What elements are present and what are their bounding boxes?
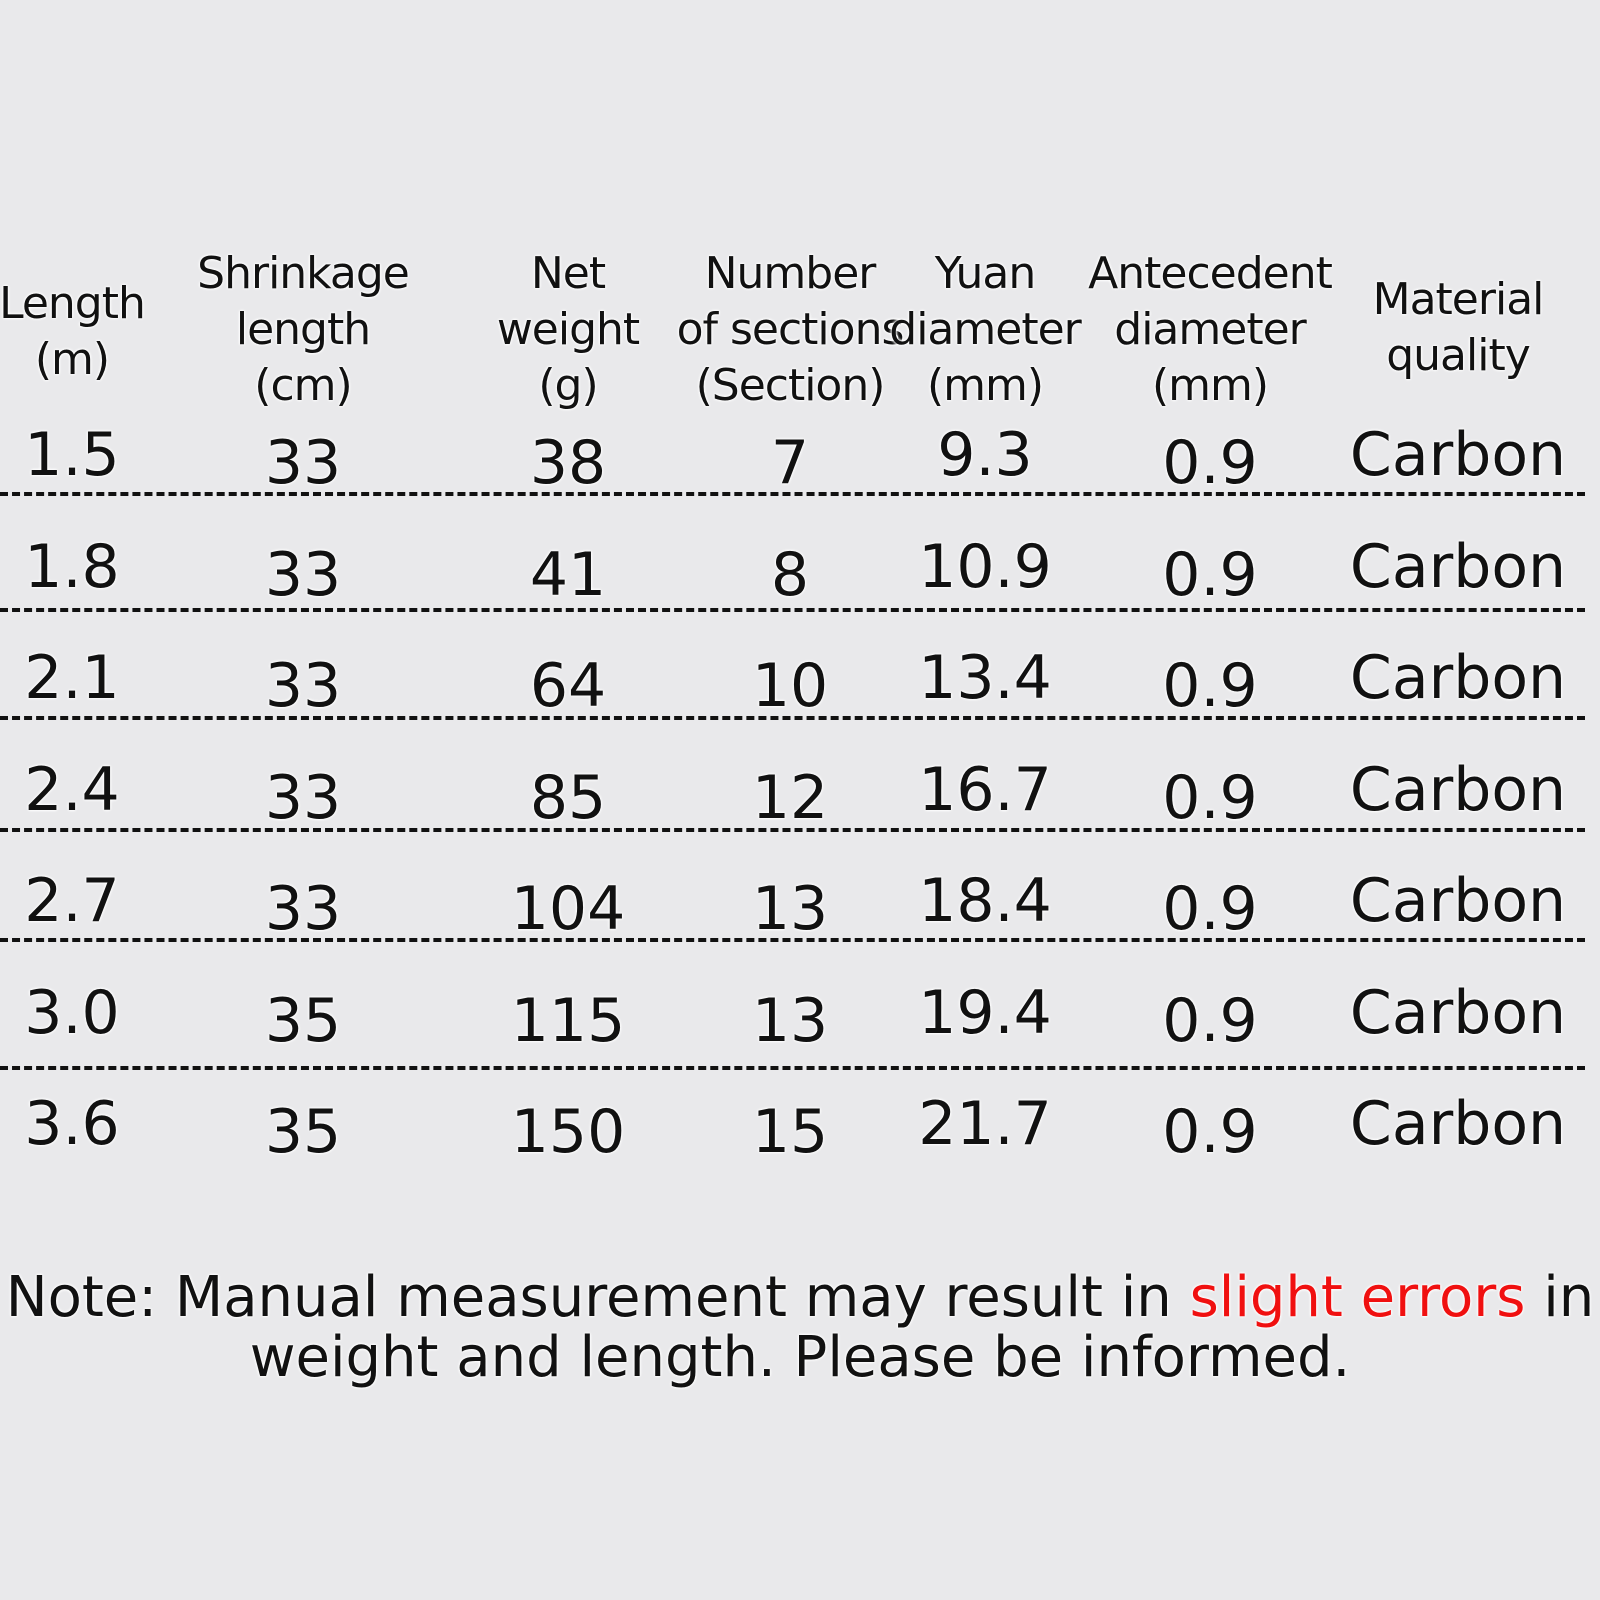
cell-length: 2.7 [24,866,120,936]
cell-shrinkage-length: 33 [264,763,342,833]
note-text: Note: Manual measurement may result in [5,1265,1190,1330]
row-divider [0,608,1585,612]
measurement-note: Note: Manual measurement may result in s… [0,1268,1600,1388]
header-yuan-diameter: Yuan diameter (mm) [855,246,1115,414]
cell-material: Carbon [1349,532,1567,602]
header-line: (mm) [926,360,1044,411]
cell-length: 1.5 [24,420,120,490]
cell-sections: 12 [751,763,829,833]
cell-yuan-diameter: 10.9 [918,532,1052,602]
cell-antecedent-diameter: 0.9 [1162,540,1258,610]
header-line: (mm) [1151,360,1269,411]
cell-net-weight: 104 [510,874,626,944]
cell-material: Carbon [1349,978,1567,1048]
cell-net-weight: 85 [529,763,607,833]
cell-antecedent-diameter: 0.9 [1162,763,1258,833]
cell-length: 1.8 [24,532,120,602]
cell-yuan-diameter: 13.4 [918,643,1052,713]
header-line: (m) [34,334,110,385]
cell-shrinkage-length: 33 [264,874,342,944]
cell-yuan-diameter: 19.4 [918,978,1052,1048]
cell-yuan-diameter: 18.4 [918,866,1052,936]
row-divider [0,938,1585,942]
cell-sections: 7 [770,428,810,498]
header-sections: Number of sections (Section) [660,246,920,414]
header-line: Yuan [934,248,1037,299]
header-length: Length (m) [0,276,202,388]
cell-length: 3.0 [24,978,120,1048]
cell-length: 2.1 [24,643,120,713]
header-line: (g) [538,360,598,411]
header-line: quality [1386,330,1531,381]
cell-antecedent-diameter: 0.9 [1162,1097,1258,1167]
cell-sections: 8 [770,540,810,610]
cell-net-weight: 115 [510,986,626,1056]
cell-material: Carbon [1349,866,1567,936]
cell-sections: 13 [751,874,829,944]
header-line: Length [0,278,146,329]
header-line: Number [704,248,877,299]
row-divider [0,716,1585,720]
header-net-weight: Net weight (g) [438,246,698,414]
header-line: Shrinkage [197,248,410,299]
header-line: diameter [1114,304,1306,355]
header-material: Material quality [1328,272,1588,384]
header-shrinkage-length: Shrinkage length (cm) [173,246,433,414]
cell-shrinkage-length: 33 [264,540,342,610]
note-text-end: in weight and length. Please be informed… [249,1265,1595,1390]
row-divider [0,492,1585,496]
header-line: (Section) [695,360,886,411]
cell-shrinkage-length: 33 [264,651,342,721]
cell-net-weight: 150 [510,1097,626,1167]
cell-net-weight: 38 [529,428,607,498]
cell-sections: 10 [751,651,829,721]
cell-sections: 15 [751,1097,829,1167]
header-line: Material [1372,274,1545,325]
cell-antecedent-diameter: 0.9 [1162,874,1258,944]
note-highlight: slight errors [1189,1265,1526,1330]
header-line: Antecedent [1088,248,1333,299]
cell-antecedent-diameter: 0.9 [1162,651,1258,721]
cell-yuan-diameter: 16.7 [918,755,1052,825]
cell-shrinkage-length: 35 [264,986,342,1056]
cell-yuan-diameter: 9.3 [937,420,1033,490]
cell-material: Carbon [1349,755,1567,825]
cell-yuan-diameter: 21.7 [918,1089,1052,1159]
cell-net-weight: 41 [529,540,607,610]
cell-antecedent-diameter: 0.9 [1162,428,1258,498]
cell-antecedent-diameter: 0.9 [1162,986,1258,1056]
cell-material: Carbon [1349,643,1567,713]
row-divider [0,1066,1585,1070]
cell-net-weight: 64 [529,651,607,721]
header-line: diameter [889,304,1081,355]
header-line: weight [496,304,640,355]
header-line: Net [530,248,606,299]
cell-sections: 13 [751,986,829,1056]
cell-shrinkage-length: 33 [264,428,342,498]
header-antecedent-diameter: Antecedent diameter (mm) [1080,246,1340,414]
header-line: of sections [676,304,905,355]
cell-length: 2.4 [24,755,120,825]
header-line: (cm) [254,360,352,411]
cell-material: Carbon [1349,1089,1567,1159]
cell-material: Carbon [1349,420,1567,490]
header-line: length [235,304,371,355]
cell-shrinkage-length: 35 [264,1097,342,1167]
row-divider [0,828,1585,832]
cell-length: 3.6 [24,1089,120,1159]
